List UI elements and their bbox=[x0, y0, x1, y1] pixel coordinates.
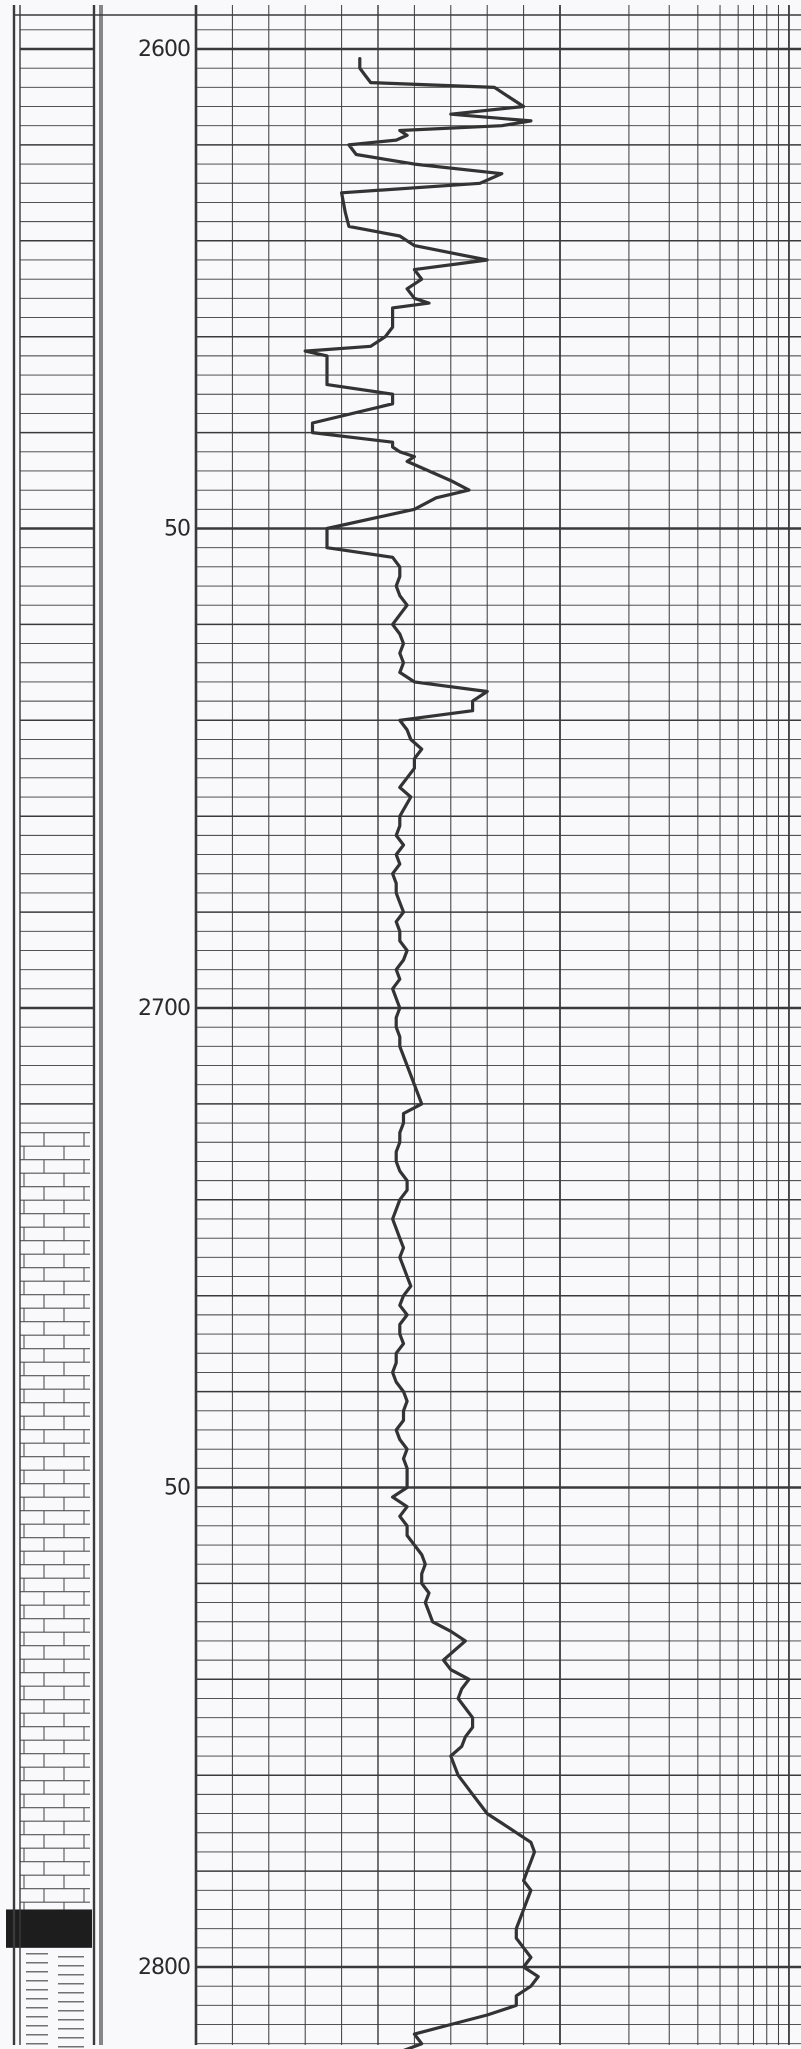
depth-tick-label: 2700 bbox=[138, 996, 190, 1021]
lithology-coal bbox=[6, 1909, 92, 1948]
depth-axis: 2600 50 2700 50 2800 bbox=[138, 37, 191, 1980]
depth-tick-label: 50 bbox=[164, 1476, 190, 1501]
depth-tick-label: 2600 bbox=[138, 37, 190, 62]
log-curve bbox=[303, 57, 540, 2049]
lithology-column bbox=[6, 5, 101, 2048]
depth-tick-label: 2800 bbox=[138, 1955, 190, 1980]
log-curve-layer bbox=[303, 57, 540, 2049]
log-grid bbox=[14, 5, 801, 2045]
lithology-limestone bbox=[20, 1132, 90, 1910]
lithology-shale bbox=[26, 1953, 84, 2048]
depth-tick-label: 50 bbox=[164, 517, 190, 542]
